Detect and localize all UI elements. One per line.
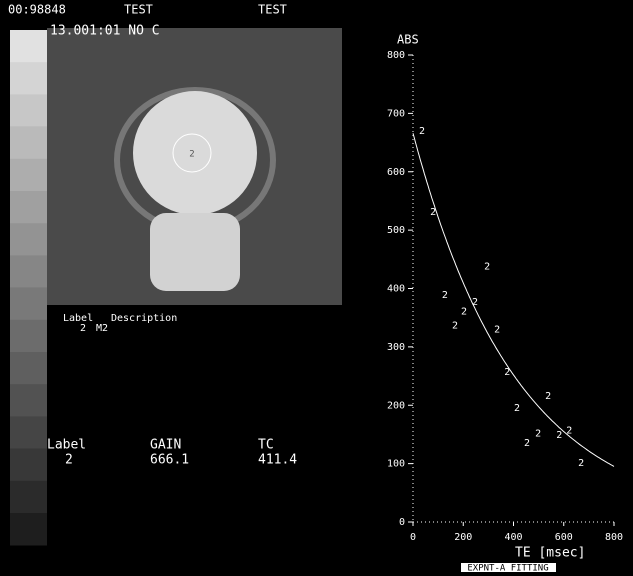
gray-step [10, 62, 47, 94]
legend-description-heading: Description [111, 313, 177, 324]
gray-step [10, 513, 47, 546]
page: {"header": {"id": "00:98848", "name": "T… [0, 0, 633, 572]
data-point: 2 [442, 290, 448, 301]
x-tick-label: 0 [410, 532, 416, 543]
result-tc-heading: TC [258, 438, 274, 453]
header-series: 13.001:01 NO C [50, 24, 160, 39]
gray-step [10, 481, 47, 514]
gray-step [10, 288, 47, 321]
gray-step [10, 384, 47, 417]
y-tick-label: 0 [399, 517, 405, 528]
data-point: 2 [566, 425, 572, 436]
x-tick-label: 400 [504, 532, 522, 543]
y-tick-label: 400 [387, 284, 405, 295]
gray-step [10, 449, 47, 482]
y-tick-label: 800 [387, 50, 405, 61]
legend-label: 2 [80, 323, 86, 334]
header-name: TEST [124, 3, 153, 17]
data-point: 2 [504, 367, 510, 378]
y-tick-label: 200 [387, 400, 405, 411]
gray-step [10, 255, 47, 288]
gray-step [10, 416, 47, 449]
data-point: 2 [535, 428, 541, 439]
result-gain: 666.1 [150, 453, 189, 468]
data-point: 2 [461, 306, 467, 317]
grayscale-bar [10, 30, 47, 546]
data-point: 2 [514, 403, 520, 414]
x-tick-label: 800 [605, 532, 623, 543]
data-point: 2 [578, 458, 584, 469]
result-label-heading: Label [47, 438, 86, 453]
data-point: 2 [419, 126, 425, 137]
data-point: 2 [430, 207, 436, 218]
result-label: 2 [65, 453, 73, 468]
y-tick-label: 700 [387, 108, 405, 119]
y-tick-label: 600 [387, 167, 405, 178]
gray-step [10, 30, 47, 63]
data-point: 2 [556, 430, 562, 441]
gray-step [10, 191, 47, 224]
x-axis-label: TE [msec] [515, 546, 585, 561]
data-point: 2 [452, 320, 458, 331]
mri-image: 2 [47, 28, 342, 305]
gray-step [10, 127, 47, 160]
x-tick-label: 600 [555, 532, 573, 543]
footer: EXPNT-A FITTING [467, 564, 548, 573]
gray-step [10, 159, 47, 192]
data-point: 2 [524, 438, 530, 449]
legend-description: M2 [96, 323, 108, 334]
y-axis-label: ABS [397, 33, 419, 47]
y-tick-label: 300 [387, 342, 405, 353]
roi-label: 2 [189, 150, 194, 160]
header-id: 00:98848 [8, 3, 66, 17]
gray-step [10, 223, 47, 256]
screen: 2 00:98848 TEST TEST 13.001:01 NO C Labe… [0, 0, 633, 572]
data-point: 2 [545, 391, 551, 402]
gray-step [10, 352, 47, 385]
y-tick-label: 500 [387, 225, 405, 236]
x-tick-label: 200 [454, 532, 472, 543]
phantom-top [133, 91, 257, 215]
gray-step [10, 94, 47, 127]
result-tc: 411.4 [258, 453, 297, 468]
phantom-bottom [150, 213, 240, 291]
data-point: 2 [472, 297, 478, 308]
data-point: 2 [484, 261, 490, 272]
gray-step [10, 320, 47, 353]
y-tick-label: 100 [387, 459, 405, 470]
legend-label-heading: Label [63, 313, 93, 324]
header-name2: TEST [258, 3, 287, 17]
result-gain-heading: GAIN [150, 438, 181, 453]
data-point: 2 [494, 324, 500, 335]
